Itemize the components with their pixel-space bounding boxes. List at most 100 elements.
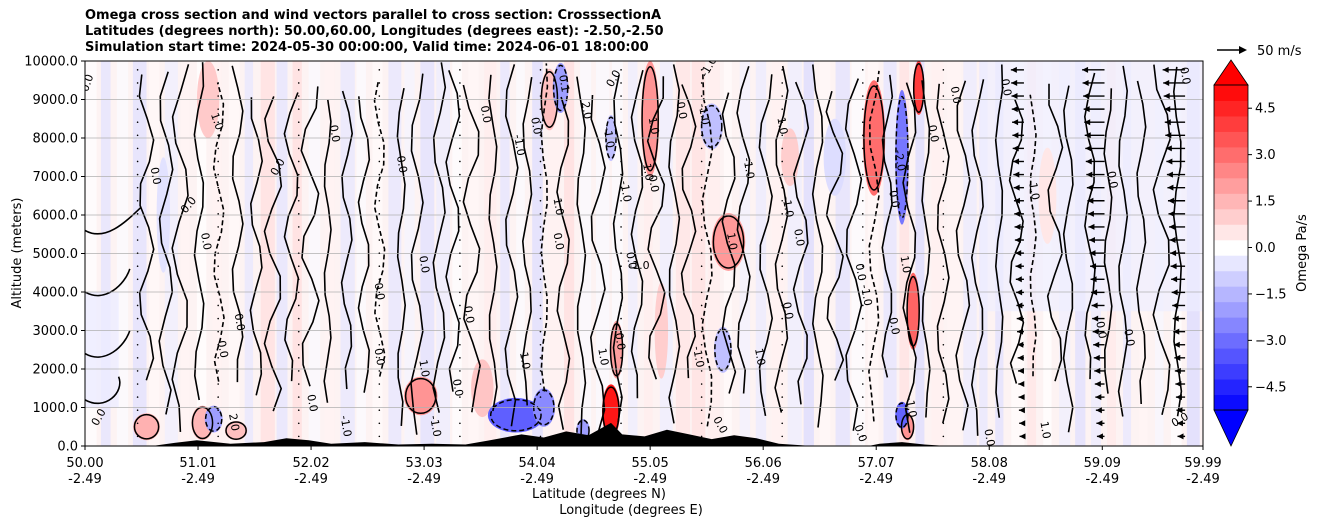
wind-vector-dot xyxy=(539,82,542,84)
omega-contour-line xyxy=(138,74,155,381)
wind-vector-dot xyxy=(781,147,784,150)
wind-vector-head xyxy=(1095,407,1102,414)
wind-vector-dot xyxy=(942,239,945,241)
wind-vector-dot xyxy=(942,252,945,254)
contour-label: 0.0 xyxy=(998,78,1014,97)
wind-vector-dot xyxy=(297,422,300,425)
wind-vector-dot xyxy=(459,95,461,97)
wind-vector-head xyxy=(1091,289,1098,296)
wind-vector-dot xyxy=(781,370,784,372)
y-tick-label: 8000.0 xyxy=(33,132,79,147)
wind-vector-dot xyxy=(217,121,219,124)
omega-negative-cell xyxy=(552,62,569,113)
colorbar-segment xyxy=(1214,85,1248,101)
wind-vector-dot xyxy=(297,160,300,163)
wind-vector-dot xyxy=(217,199,219,202)
omega-contour-line xyxy=(357,96,371,393)
contour-label: 1.0 xyxy=(551,197,567,216)
colorbar-tick-label: 3.0 xyxy=(1255,148,1276,163)
x-tick-label-lon: -2.49 xyxy=(746,472,780,487)
wind-vector-dot xyxy=(378,199,381,202)
wind-vector-dot xyxy=(136,343,139,346)
colorbar-tick-label: −4.5 xyxy=(1255,380,1287,395)
wind-vector-dot xyxy=(539,160,542,163)
wind-vector-dot xyxy=(781,435,784,438)
omega-contour-line xyxy=(1103,88,1113,394)
wind-vector-dot xyxy=(217,383,219,385)
x-tick-label-lon: -2.49 xyxy=(859,472,893,487)
omega-contour-negative xyxy=(489,398,542,432)
wind-vector-dot xyxy=(378,173,381,176)
omega-contour-line xyxy=(902,82,917,433)
wind-vector-head xyxy=(1176,420,1183,427)
wind-vector-dot xyxy=(942,186,945,189)
wind-vector-dot xyxy=(781,291,784,294)
contour-label: 0.0 xyxy=(461,305,477,324)
wind-vector-dot xyxy=(861,252,864,254)
colorbar-segment xyxy=(1214,348,1248,365)
wind-vector-dot xyxy=(459,278,461,281)
wind-vector-dot xyxy=(539,121,542,124)
omega-contour-line xyxy=(171,64,190,432)
contour-label: 1.0 xyxy=(416,359,432,378)
contour-label: 0.0 xyxy=(780,301,796,320)
wind-vector-dot xyxy=(942,370,945,372)
wind-vector-dot xyxy=(136,304,139,307)
wind-vector-dot xyxy=(298,56,300,58)
omega-contour-line xyxy=(158,71,174,415)
wind-vector-dot xyxy=(539,265,542,268)
wind-vector-head xyxy=(1086,184,1093,191)
wind-vector-dot xyxy=(378,291,381,294)
wind-vector-dot xyxy=(620,213,622,215)
wind-vector-dot xyxy=(861,186,864,189)
wind-vector-dot xyxy=(620,357,622,359)
wind-vector-dot xyxy=(136,239,139,241)
wind-vector-dot xyxy=(620,226,622,228)
colorbar-tick-label: −3.0 xyxy=(1255,334,1287,349)
wind-vector-dot xyxy=(459,409,461,411)
wind-vector-dot xyxy=(297,396,300,398)
wind-vector-dot xyxy=(539,186,542,189)
wind-vector-dot xyxy=(942,317,945,320)
wind-vector-dot xyxy=(136,370,139,372)
omega-contour-line xyxy=(736,66,751,394)
x-tick-label-lon: -2.49 xyxy=(68,472,102,487)
wind-vector-head xyxy=(1019,420,1026,427)
wind-vector-head xyxy=(1166,171,1173,178)
y-tick-label: 1000.0 xyxy=(33,401,79,416)
wind-vector-dot xyxy=(781,121,784,124)
colorbar-extend-min xyxy=(1213,409,1249,447)
omega-positive-cell xyxy=(403,376,438,416)
wind-vector-dot xyxy=(378,82,381,84)
wind-vector-dot xyxy=(136,383,139,385)
contour-label: 1.0 xyxy=(897,255,913,274)
wind-vector-dot xyxy=(217,291,219,294)
wind-vector-dot xyxy=(378,108,381,110)
omega-low-band xyxy=(85,292,119,408)
contour-label: -1.0 xyxy=(338,414,355,437)
wind-vector-dot xyxy=(378,95,381,97)
wind-vector-dot xyxy=(620,278,622,281)
x-tick-label-lat: 59.99 xyxy=(1184,456,1221,471)
wind-vector-head xyxy=(1083,93,1090,100)
omega-positive-cell xyxy=(906,272,920,350)
contour-label: 0.0 xyxy=(981,428,997,447)
omega-contour-negative xyxy=(895,95,909,219)
wind-vector-dot xyxy=(136,317,139,320)
wind-vector-dot xyxy=(700,213,703,215)
wind-vector-dot xyxy=(217,435,219,438)
x-tick-label-lat: 56.06 xyxy=(745,456,782,471)
wind-vector-dot xyxy=(620,121,622,124)
omega-contour-line xyxy=(825,90,845,381)
omega-contour-negative xyxy=(552,64,569,112)
x-tick-label-lon: -2.49 xyxy=(972,472,1006,487)
omega-contour-negative xyxy=(204,406,223,432)
wind-vector-dot xyxy=(942,396,945,398)
wind-vector-head xyxy=(1013,197,1020,204)
contour-label: 0.0 xyxy=(148,166,164,185)
omega-contour-line xyxy=(701,73,714,427)
contour-label: 1.0 xyxy=(646,116,662,135)
wind-vector-dot xyxy=(297,239,300,241)
wind-vector-dot xyxy=(781,317,784,320)
wind-vector-dot xyxy=(700,422,703,425)
